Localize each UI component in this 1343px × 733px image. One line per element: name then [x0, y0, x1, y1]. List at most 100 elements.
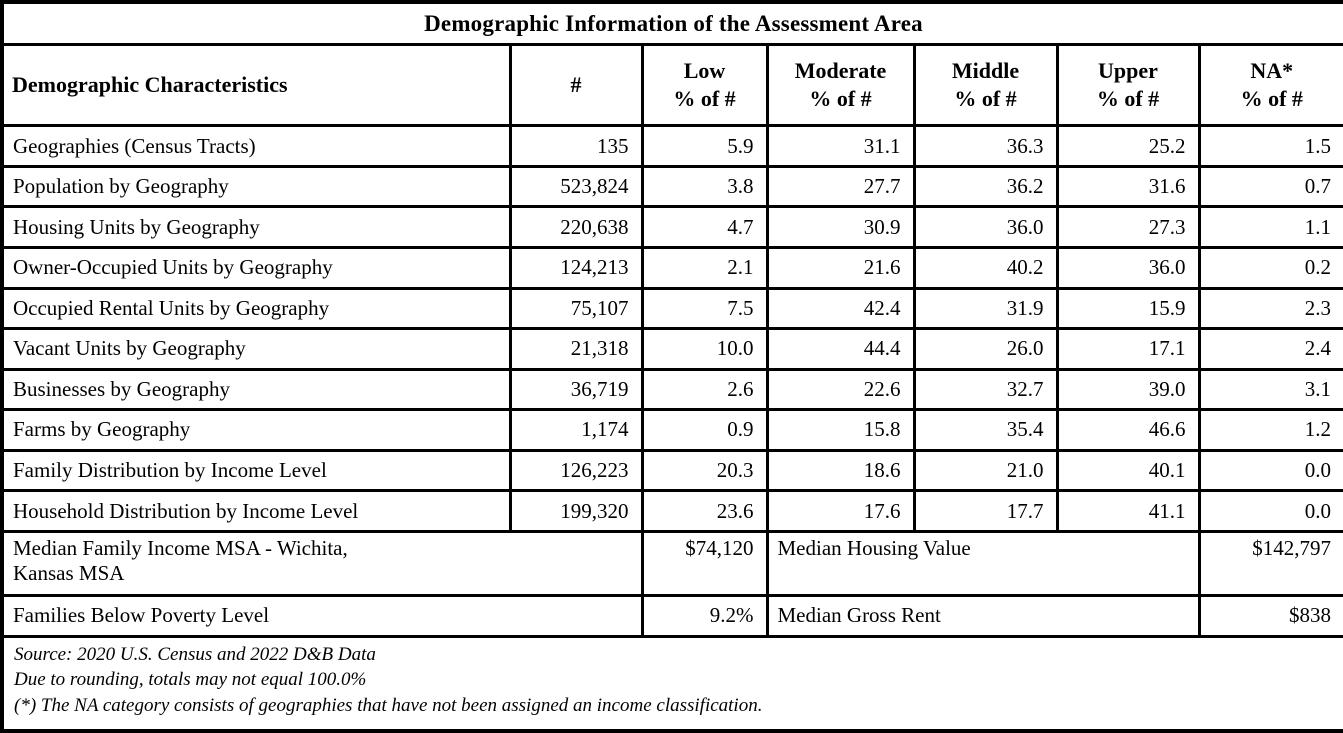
row-value: 21.6 — [765, 245, 916, 290]
row-label: Household Distribution by Income Level — [0, 489, 512, 533]
row-value: 26.0 — [912, 327, 1059, 371]
row-value: 20.3 — [640, 448, 769, 493]
row-value: 40.2 — [912, 245, 1059, 290]
row-label: Population by Geography — [0, 164, 512, 209]
median-gross-rent-label: Median Gross Rent — [765, 593, 1201, 638]
row-label: Family Distribution by Income Level — [0, 448, 512, 493]
median-family-income-row: Median Family Income MSA - Wichita, Kans… — [0, 529, 1343, 597]
footnote-na-definition: (*) The NA category consists of geograph… — [14, 695, 763, 717]
column-header-label: NA* — [1250, 57, 1294, 83]
column-header-label: Moderate — [794, 57, 887, 83]
header-row: Demographic Characteristics # Low % of #… — [0, 43, 1343, 128]
row-value: 0.2 — [1197, 245, 1343, 290]
column-header-na: NA* % of # — [1197, 43, 1343, 128]
row-value: 15.8 — [765, 408, 916, 452]
row-value: 42.4 — [765, 286, 916, 331]
column-header-label: Low — [683, 57, 726, 83]
row-value: 17.1 — [1055, 327, 1201, 371]
row-value: 2.6 — [640, 367, 769, 412]
column-header-demographic-characteristics: Demographic Characteristics — [0, 43, 512, 128]
row-value: 27.7 — [765, 164, 916, 209]
row-value: 15.9 — [1055, 286, 1201, 331]
row-value: 31.9 — [912, 286, 1059, 331]
row-label: Geographies (Census Tracts) — [0, 124, 512, 168]
summary-label-line: Median Family Income MSA - Wichita, — [13, 535, 348, 560]
row-value: 0.0 — [1197, 448, 1343, 493]
row-value: 2.4 — [1197, 327, 1343, 371]
column-header-sublabel: % of # — [954, 86, 1017, 112]
families-below-poverty-label: Families Below Poverty Level — [0, 593, 644, 638]
title-row: Demographic Information of the Assessmen… — [0, 0, 1343, 47]
row-value: 41.1 — [1055, 489, 1201, 533]
row-label: Occupied Rental Units by Geography — [0, 286, 512, 331]
table-row: Housing Units by Geography 220,638 4.7 30.9… — [0, 205, 1343, 249]
row-label: Housing Units by Geography — [0, 205, 512, 249]
row-label: Farms by Geography — [0, 408, 512, 452]
row-value: 22.6 — [765, 367, 916, 412]
footnote-source: Source: 2020 U.S. Census and 2022 D&B Da… — [14, 643, 376, 665]
row-value: 35.4 — [912, 408, 1059, 452]
row-value: 0.7 — [1197, 164, 1343, 209]
row-value: 4.7 — [640, 205, 769, 249]
row-value: 1.2 — [1197, 408, 1343, 452]
row-value: 0.0 — [1197, 489, 1343, 533]
row-value: 3.8 — [640, 164, 769, 209]
row-value: 523,824 — [508, 164, 644, 209]
row-value: 31.1 — [765, 124, 916, 168]
column-header-upper: Upper % of # — [1055, 43, 1201, 128]
table-row: Occupied Rental Units by Geography 75,107… — [0, 286, 1343, 331]
column-header-sublabel: % of # — [1096, 86, 1160, 112]
footnote-rounding: Due to rounding, totals may not equal 10… — [14, 669, 367, 691]
summary-label-line: Kansas MSA — [13, 560, 125, 585]
summary-label: Median Family Income MSA - Wichita, Kans… — [0, 529, 644, 597]
families-below-poverty-value: 9.2% — [640, 593, 769, 638]
column-header-sublabel: % of # — [809, 86, 872, 112]
row-value: 40.1 — [1055, 448, 1201, 493]
row-value: 135 — [508, 124, 644, 168]
row-value: 10.0 — [640, 327, 769, 371]
table-row: Household Distribution by Income Level 19… — [0, 489, 1343, 533]
row-label: Businesses by Geography — [0, 367, 512, 412]
row-value: 0.9 — [640, 408, 769, 452]
row-value: 124,213 — [508, 245, 644, 290]
row-value: 7.5 — [640, 286, 769, 331]
table-row: Family Distribution by Income Level 126,2… — [0, 448, 1343, 493]
row-value: 126,223 — [508, 448, 644, 493]
row-label: Owner-Occupied Units by Geography — [0, 245, 512, 290]
column-header-sublabel: % of # — [673, 86, 736, 112]
row-value: 5.9 — [640, 124, 769, 168]
row-value: 36.0 — [912, 205, 1059, 249]
column-header-sublabel: % of # — [1240, 86, 1303, 112]
row-value: 3.1 — [1197, 367, 1343, 412]
column-header-low: Low % of # — [640, 43, 769, 128]
row-value: 1.5 — [1197, 124, 1343, 168]
column-header-count: # — [508, 43, 644, 128]
row-value: 2.3 — [1197, 286, 1343, 331]
row-value: 23.6 — [640, 489, 769, 533]
median-gross-rent-value: $838 — [1197, 593, 1343, 638]
table-row: Geographies (Census Tracts) 135 5.9 31.1 36.… — [0, 124, 1343, 168]
row-value: 25.2 — [1055, 124, 1201, 168]
column-header-middle: Middle % of # — [912, 43, 1059, 128]
row-value: 21,318 — [508, 327, 644, 371]
row-value: 27.3 — [1055, 205, 1201, 249]
row-label: Vacant Units by Geography — [0, 327, 512, 371]
row-value: 39.0 — [1055, 367, 1201, 412]
row-value: 36.3 — [912, 124, 1059, 168]
row-value: 17.7 — [912, 489, 1059, 533]
table-row: Vacant Units by Geography 21,318 10.0 44.4 2… — [0, 327, 1343, 371]
poverty-row: Families Below Poverty Level 9.2% Median… — [0, 593, 1343, 638]
median-family-income-value: $74,120 — [640, 529, 769, 597]
row-value: 220,638 — [508, 205, 644, 249]
row-value: 1.1 — [1197, 205, 1343, 249]
row-value: 32.7 — [912, 367, 1059, 412]
row-value: 36.2 — [912, 164, 1059, 209]
row-value: 21.0 — [912, 448, 1059, 493]
row-value: 1,174 — [508, 408, 644, 452]
table-row: Owner-Occupied Units by Geography 124,213… — [0, 245, 1343, 290]
median-housing-value: $142,797 — [1197, 529, 1343, 597]
row-value: 36.0 — [1055, 245, 1201, 290]
table-title: Demographic Information of the Assessmen… — [0, 0, 1343, 47]
